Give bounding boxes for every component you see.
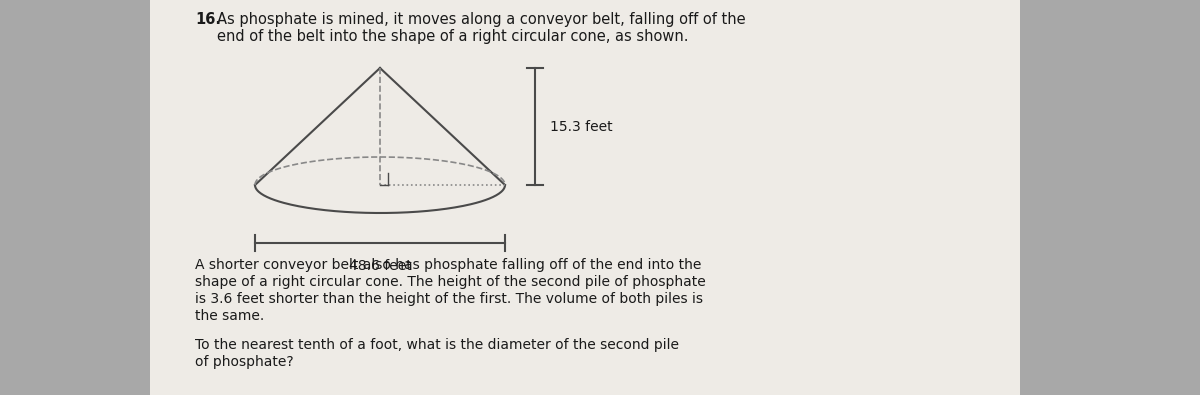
Text: 16.: 16. bbox=[194, 12, 221, 27]
Text: of phosphate?: of phosphate? bbox=[194, 355, 294, 369]
Text: 15.3 feet: 15.3 feet bbox=[550, 120, 613, 134]
Text: end of the belt into the shape of a right circular cone, as shown.: end of the belt into the shape of a righ… bbox=[217, 29, 689, 44]
Text: To the nearest tenth of a foot, what is the diameter of the second pile: To the nearest tenth of a foot, what is … bbox=[194, 338, 679, 352]
Text: As phosphate is mined, it moves along a conveyor belt, falling off of the: As phosphate is mined, it moves along a … bbox=[217, 12, 745, 27]
Text: shape of a right circular cone. The height of the second pile of phosphate: shape of a right circular cone. The heig… bbox=[194, 275, 706, 289]
Text: is 3.6 feet shorter than the height of the first. The volume of both piles is: is 3.6 feet shorter than the height of t… bbox=[194, 292, 703, 306]
FancyBboxPatch shape bbox=[150, 0, 1020, 395]
Text: 48.6 feet: 48.6 feet bbox=[349, 259, 412, 273]
Text: A shorter conveyor belt also has phosphate falling off of the end into the: A shorter conveyor belt also has phospha… bbox=[194, 258, 701, 272]
Text: the same.: the same. bbox=[194, 309, 264, 323]
